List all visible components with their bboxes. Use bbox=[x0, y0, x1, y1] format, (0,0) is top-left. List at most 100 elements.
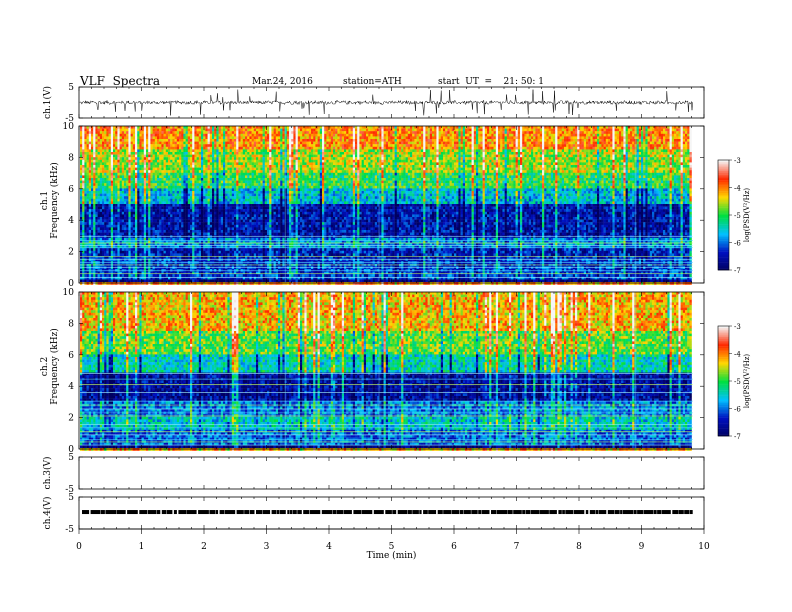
ch1-spectrogram-cell bbox=[267, 136, 269, 139]
ch1-spectrogram-cell bbox=[322, 142, 324, 145]
ch1-spectrogram-cell bbox=[397, 160, 399, 163]
ch1-spectrogram-cell bbox=[478, 155, 480, 158]
ch1-spectrogram-cell bbox=[553, 142, 555, 145]
ch1-spectrogram-cell bbox=[524, 149, 526, 152]
ch1-spectrogram-cell bbox=[120, 144, 122, 147]
ch1-spectrogram-cell bbox=[355, 162, 357, 165]
ch1-spectrogram-cell bbox=[386, 168, 388, 171]
ch1-spectrogram-cell bbox=[619, 155, 621, 158]
ch1-spectrogram-cell bbox=[146, 165, 148, 168]
ch1-spectrogram-cell bbox=[260, 152, 262, 155]
ch1-spectrogram-cell bbox=[557, 149, 559, 152]
ch1-spectrogram-cell bbox=[421, 157, 423, 160]
ch1-spectrogram-cell bbox=[527, 136, 529, 139]
ch1-spectrogram-cell bbox=[335, 139, 337, 142]
ch1-spectrogram-cell bbox=[142, 142, 144, 145]
ch1-spectrogram-cell bbox=[199, 126, 201, 129]
ch1-spectrogram-cell bbox=[386, 152, 388, 155]
ch1-spectrogram-cell bbox=[205, 144, 207, 147]
ch1-spectrogram-cell bbox=[447, 144, 449, 147]
ch1-spectrogram-cell bbox=[210, 160, 212, 163]
ch1-spectrogram-cell bbox=[489, 152, 491, 155]
ch1-spectrogram-cell bbox=[342, 134, 344, 137]
ch1-spectrogram-cell bbox=[604, 142, 606, 145]
ch1-spectrogram-cell bbox=[274, 165, 276, 168]
ch1-spectrogram-cell bbox=[260, 129, 262, 132]
ch1-spectrogram-cell bbox=[628, 155, 630, 158]
ch1-spectrogram-cell bbox=[322, 129, 324, 132]
ch1-spectrogram-cell bbox=[579, 165, 581, 168]
ch1-spectrogram-cell bbox=[166, 155, 168, 158]
ch1-spectrogram-cell bbox=[456, 144, 458, 147]
ch1-spectrogram-cell bbox=[315, 142, 317, 145]
ch1-spectrogram-cell bbox=[518, 129, 520, 132]
ch1-spectrogram-cell bbox=[205, 126, 207, 129]
ch1-spectrogram-cell bbox=[100, 129, 102, 132]
ch1-spectrogram-cell bbox=[106, 131, 108, 134]
ch1-spectrogram-cell bbox=[524, 129, 526, 132]
ch1-spectrogram-cell bbox=[296, 168, 298, 171]
ch1-spectrogram-cell bbox=[425, 136, 427, 139]
ch1-spectrogram-cell bbox=[282, 165, 284, 168]
ch1-spectrogram-cell bbox=[296, 155, 298, 158]
ch1-spectrogram-cell bbox=[366, 157, 368, 160]
ch1-spectrogram-cell bbox=[267, 126, 269, 129]
ch1-spectrogram-cell bbox=[318, 129, 320, 132]
ch1-spectrogram-cell bbox=[465, 165, 467, 168]
ch1-spectrogram-cell bbox=[505, 134, 507, 137]
ch1-spectrogram-cell bbox=[408, 126, 410, 129]
ch1-spectrogram-cell bbox=[188, 168, 190, 171]
ch1-spectrogram-cell bbox=[100, 139, 102, 142]
ch1-spectrogram-cell bbox=[643, 131, 645, 134]
ch1-spectrogram-cell bbox=[439, 139, 441, 142]
ch1-spectrogram-cell bbox=[126, 152, 128, 155]
ch1-spectrogram-cell bbox=[485, 131, 487, 134]
ch1-spectrogram-cell bbox=[128, 165, 130, 168]
ch1-spectrogram-cell bbox=[183, 155, 185, 158]
ch1-spectrogram-cell bbox=[278, 147, 280, 150]
ch1-spectrogram-cell bbox=[304, 131, 306, 134]
ch1-spectrogram-cell bbox=[155, 168, 157, 171]
ch1-spectrogram-cell bbox=[359, 165, 361, 168]
ch1-spectrogram-cell bbox=[80, 142, 82, 145]
ch1-spectrogram-cell bbox=[406, 126, 408, 129]
ch1-spectrogram-cell bbox=[210, 144, 212, 147]
ch1-spectrogram-cell bbox=[353, 131, 355, 134]
ch1-spectrogram-cell bbox=[454, 131, 456, 134]
ch1-spectrogram-cell bbox=[555, 152, 557, 155]
ch1-spectrogram-cell bbox=[441, 134, 443, 137]
ch1-spectrogram-cell bbox=[307, 155, 309, 158]
ch1-spectrogram-cell bbox=[480, 152, 482, 155]
ch1-spectrogram-cell bbox=[159, 152, 161, 155]
ch1-spectrogram-cell bbox=[318, 155, 320, 158]
ch1-spectrogram-cell bbox=[172, 152, 174, 155]
ch1-spectrogram-cell bbox=[483, 134, 485, 137]
ch1-spectrogram-cell bbox=[652, 162, 654, 165]
ch1-spectrogram-cell bbox=[621, 147, 623, 150]
ch1-spectrogram-cell bbox=[524, 157, 526, 160]
ch1-spectrogram-cell bbox=[408, 168, 410, 171]
ch1-spectrogram-cell bbox=[197, 157, 199, 160]
ch1-spectrogram-cell bbox=[540, 162, 542, 165]
ch1-spectrogram-cell bbox=[546, 144, 548, 147]
ch1-spectrogram-cell bbox=[271, 160, 273, 163]
ch1-spectrogram-cell bbox=[120, 157, 122, 160]
ch1-spectrogram-cell bbox=[458, 142, 460, 145]
ch1-spectrogram-cell bbox=[278, 149, 280, 152]
ch1-spectrogram-cell bbox=[579, 139, 581, 142]
ch1-spectrogram-cell bbox=[465, 129, 467, 132]
ch1-spectrogram-cell bbox=[623, 131, 625, 134]
ch1-spectrogram-cell bbox=[639, 129, 641, 132]
ch1-spectrogram-cell bbox=[194, 134, 196, 137]
ch1-spectrogram-cell bbox=[681, 139, 683, 142]
ch1-spectrogram-cell bbox=[399, 165, 401, 168]
ch1-spectrogram-cell bbox=[370, 160, 372, 163]
ch1-spectrogram-cell bbox=[148, 136, 150, 139]
ch1-spectrogram-cell bbox=[623, 160, 625, 163]
ch1-spectrogram-cell bbox=[161, 165, 163, 168]
ch1-spectrogram-cell bbox=[610, 134, 612, 137]
ch1-spectrogram-cell bbox=[199, 129, 201, 132]
ch1-spectrogram-cell bbox=[381, 147, 383, 150]
ch1-spectrogram-cell bbox=[507, 160, 509, 163]
ch1-spectrogram-cell bbox=[461, 162, 463, 165]
